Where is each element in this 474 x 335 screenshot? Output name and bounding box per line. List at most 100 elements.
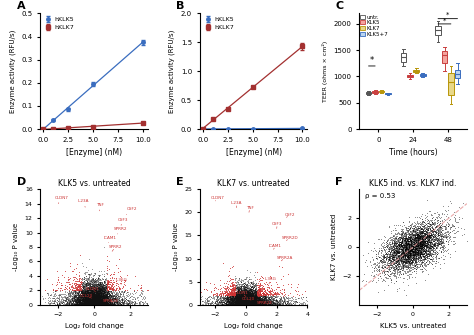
Point <box>411 250 419 255</box>
Point <box>117 269 124 274</box>
Point <box>100 299 108 305</box>
Point <box>221 302 228 307</box>
Point <box>84 290 91 295</box>
Point <box>381 234 388 240</box>
Point <box>392 246 400 251</box>
Point <box>109 300 116 306</box>
Point <box>403 252 411 257</box>
Point <box>110 293 118 298</box>
Point <box>111 302 118 308</box>
Point <box>250 298 258 304</box>
Point <box>128 296 136 302</box>
Point <box>423 246 430 251</box>
Point <box>83 293 91 298</box>
Point <box>75 299 82 305</box>
Point <box>88 292 95 297</box>
Point <box>232 276 239 281</box>
Point <box>244 296 252 302</box>
Point <box>231 286 239 291</box>
Point <box>95 272 102 278</box>
Point <box>237 297 245 302</box>
Point <box>237 299 245 305</box>
Point <box>404 236 412 241</box>
Point <box>377 243 384 248</box>
Point <box>242 299 249 304</box>
Point <box>416 253 424 258</box>
Point <box>243 299 250 305</box>
Point <box>81 295 89 300</box>
Point <box>422 235 429 241</box>
Point <box>86 289 93 295</box>
Point <box>89 286 97 291</box>
Point <box>102 291 109 296</box>
Point <box>394 242 401 247</box>
Point <box>437 233 444 238</box>
Point <box>80 281 87 287</box>
Point <box>95 290 102 296</box>
Point <box>244 298 251 304</box>
Point <box>92 293 100 298</box>
Point <box>244 295 252 301</box>
Point <box>93 290 101 295</box>
Point <box>247 299 255 304</box>
Point <box>249 295 256 301</box>
Point <box>250 299 257 305</box>
Point <box>234 297 242 303</box>
Point <box>103 293 111 298</box>
Point <box>233 297 240 303</box>
Point <box>433 214 440 220</box>
Point <box>46 300 54 305</box>
Point <box>404 246 412 251</box>
Point <box>248 296 255 302</box>
Point <box>83 281 91 286</box>
Point <box>113 299 121 305</box>
Point <box>374 236 382 241</box>
Point <box>266 299 273 305</box>
Point <box>417 234 424 240</box>
Point <box>115 301 123 306</box>
Point <box>80 295 88 301</box>
Point <box>103 294 111 299</box>
Point <box>420 240 428 245</box>
Point <box>418 253 425 259</box>
Point <box>245 298 252 303</box>
Point <box>414 225 421 230</box>
Point <box>246 300 253 305</box>
Point <box>434 220 442 225</box>
Point <box>99 293 107 298</box>
Point <box>90 298 98 303</box>
Point <box>78 290 85 295</box>
Point <box>419 223 427 229</box>
Point <box>417 244 425 249</box>
Point <box>232 298 240 304</box>
Point <box>251 298 259 303</box>
Point <box>411 222 419 228</box>
Point <box>231 298 239 304</box>
Point <box>87 297 94 302</box>
Point <box>96 290 104 295</box>
Point <box>100 298 108 304</box>
Point <box>251 301 258 306</box>
Point <box>71 291 79 296</box>
Point <box>81 299 88 304</box>
Point <box>419 229 427 234</box>
Point <box>251 288 259 293</box>
Point <box>78 292 85 297</box>
Point <box>419 228 427 233</box>
Point <box>394 239 402 244</box>
Point <box>437 249 445 255</box>
Point <box>417 252 424 257</box>
Point <box>96 295 103 300</box>
Point <box>419 260 426 265</box>
Point <box>234 292 242 297</box>
Point <box>244 300 252 306</box>
Point <box>262 300 269 305</box>
Point <box>238 296 246 302</box>
Point <box>395 254 402 259</box>
Point <box>245 302 253 308</box>
Point <box>96 293 104 299</box>
Point <box>81 299 89 305</box>
Point <box>93 291 101 296</box>
Point <box>88 285 95 291</box>
Point <box>230 292 237 298</box>
